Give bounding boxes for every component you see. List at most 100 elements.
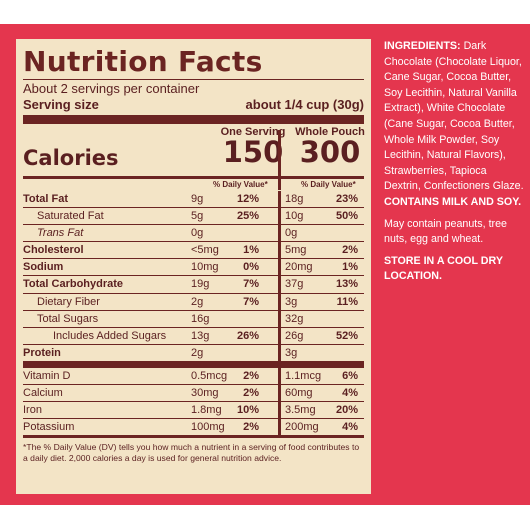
- dv-header-2: % Daily Value*: [301, 180, 356, 189]
- pouch-daily-value: 23%: [335, 193, 358, 205]
- serving-amount: 10mg: [191, 261, 219, 274]
- nutrient-label: Includes Added Sugars: [53, 329, 167, 342]
- pouch-daily-value: 2%: [342, 244, 358, 257]
- daily-value-footnote: *The % Daily Value (DV) tells you how mu…: [23, 442, 360, 464]
- column-divider: [278, 208, 281, 225]
- pouch-amount: 26g: [285, 329, 304, 342]
- pouch-amount: 200mg: [285, 421, 319, 434]
- column-divider: [278, 310, 281, 327]
- pouch-amount: 18g: [285, 193, 304, 205]
- nutrient-row: Total Sugars 16g 32g: [23, 309, 364, 327]
- nutrient-row: Trans Fat 0g 0g: [23, 224, 364, 242]
- serving-amount: 19g: [191, 278, 210, 291]
- nutrient-label: Saturated Fat: [37, 210, 104, 223]
- nutrient-row: Vitamin D 0.5mcg 2% 1.1mcg 6%: [23, 360, 364, 385]
- ingredients-panel: INGREDIENTS: Dark Chocolate (Chocolate L…: [384, 39, 524, 291]
- nutrient-label: Total Sugars: [37, 312, 99, 325]
- pouch-amount: 37g: [285, 278, 304, 291]
- column-divider: [278, 276, 281, 293]
- nutrient-row: Total Fat 9g 12% 18g 23%: [23, 191, 364, 208]
- serving-amount: 2g: [191, 346, 204, 359]
- pouch-daily-value: 11%: [336, 295, 358, 308]
- one-serving-calories: 150: [222, 135, 284, 169]
- column-divider: [278, 385, 281, 402]
- serving-amount: 2g: [191, 295, 204, 308]
- nutrient-row: Dietary Fiber 2g 7% 3g 11%: [23, 292, 364, 310]
- serving-daily-value: 2%: [243, 421, 259, 434]
- column-divider: [278, 225, 281, 242]
- serving-rule: [23, 115, 364, 124]
- calories-block: Calories One Serving 150 Whole Pouch 300: [23, 124, 365, 190]
- nutrient-row: Total Carbohydrate 19g 7% 37g 13%: [23, 275, 364, 293]
- column-divider: [278, 242, 281, 259]
- ingredients-paragraph: INGREDIENTS: Dark Chocolate (Chocolate L…: [384, 39, 524, 211]
- pouch-daily-value: 6%: [342, 369, 358, 382]
- nutrient-label: Vitamin D: [23, 369, 71, 382]
- column-divider: [278, 293, 281, 310]
- pouch-amount: 3g: [285, 295, 298, 308]
- serving-daily-value: 25%: [236, 210, 259, 223]
- pouch-daily-value: 50%: [335, 210, 358, 223]
- serving-amount: <5mg: [191, 244, 219, 257]
- nutrient-row: Includes Added Sugars 13g 26% 26g 52%: [23, 326, 364, 344]
- nutrient-label: Cholesterol: [23, 244, 84, 257]
- column-divider: [278, 259, 281, 276]
- pouch-daily-value: 1%: [342, 261, 358, 274]
- nutrient-row: Iron 1.8mg 10% 3.5mg 20%: [23, 401, 364, 419]
- column-divider: [278, 402, 281, 419]
- nutrition-facts-title: Nutrition Facts: [23, 45, 263, 78]
- serving-daily-value: 7%: [243, 278, 259, 291]
- serving-daily-value: 2%: [243, 369, 259, 382]
- nutrient-row: Sodium 10mg 0% 20mg 1%: [23, 258, 364, 276]
- nutrient-label: Dietary Fiber: [37, 295, 100, 308]
- ingredients-text: Dark Chocolate (Chocolate Liquor, Cane S…: [384, 40, 524, 193]
- serving-size-value: about 1/4 cup (30g): [245, 97, 364, 112]
- serving-size-label: Serving size: [23, 97, 99, 112]
- table-bottom-rule: [23, 435, 364, 439]
- serving-amount: 1.8mg: [191, 404, 222, 417]
- nutrient-label: Trans Fat: [37, 227, 84, 240]
- column-divider: [278, 327, 281, 344]
- nutrient-label: Total Fat: [23, 193, 69, 205]
- serving-amount: 100mg: [191, 421, 225, 434]
- nutrient-label: Protein: [23, 346, 61, 359]
- serving-amount: 13g: [191, 329, 210, 342]
- ingredients-label: INGREDIENTS:: [384, 40, 461, 52]
- pouch-daily-value: 52%: [335, 329, 358, 342]
- nutrient-row: Calcium 30mg 2% 60mg 4%: [23, 384, 364, 402]
- serving-daily-value: 7%: [243, 295, 259, 308]
- nutrition-facts-panel: Nutrition Facts About 2 servings per con…: [16, 39, 371, 494]
- column-divider: [278, 419, 281, 436]
- pouch-daily-value: 4%: [342, 421, 358, 434]
- pouch-amount: 20mg: [285, 261, 313, 274]
- storage-instruction: STORE IN A COOL DRY LOCATION.: [384, 254, 503, 283]
- serving-daily-value: 26%: [236, 329, 259, 342]
- column-divider: [278, 344, 281, 361]
- serving-daily-value: 0%: [243, 261, 259, 274]
- nutrient-row: Cholesterol <5mg 1% 5mg 2%: [23, 241, 364, 259]
- serving-amount: 0.5mcg: [191, 369, 228, 382]
- pouch-daily-value: 20%: [335, 404, 358, 417]
- serving-daily-value: 12%: [236, 193, 259, 205]
- serving-size-row: Serving size about 1/4 cup (30g): [23, 96, 364, 113]
- pouch-amount: 60mg: [285, 387, 313, 400]
- serving-amount: 16g: [191, 312, 210, 325]
- one-serving-header: One Serving: [220, 126, 286, 138]
- pouch-amount: 32g: [285, 312, 304, 325]
- serving-amount: 5g: [191, 210, 204, 223]
- serving-amount: 0g: [191, 227, 204, 240]
- nutrient-label: Calcium: [23, 387, 63, 400]
- daily-value-header-row: % Daily Value* % Daily Value*: [23, 179, 364, 191]
- title-rule: [23, 79, 364, 80]
- calories-label: Calories: [23, 146, 119, 170]
- servings-per-container: About 2 servings per container: [23, 81, 200, 96]
- may-contain-statement: May contain peanuts, tree nuts, egg and …: [384, 217, 507, 246]
- pouch-amount: 3.5mg: [285, 404, 316, 417]
- nutrient-row: Saturated Fat 5g 25% 10g 50%: [23, 207, 364, 225]
- nutrient-label: Sodium: [23, 261, 64, 274]
- nutrient-table: Total Fat 9g 12% 18g 23% Saturated Fat 5g 25% 10…: [23, 191, 364, 436]
- column-divider: [278, 130, 281, 190]
- serving-daily-value: 2%: [243, 387, 259, 400]
- whole-pouch-header: Whole Pouch: [295, 126, 365, 138]
- pouch-amount: 0g: [285, 227, 298, 240]
